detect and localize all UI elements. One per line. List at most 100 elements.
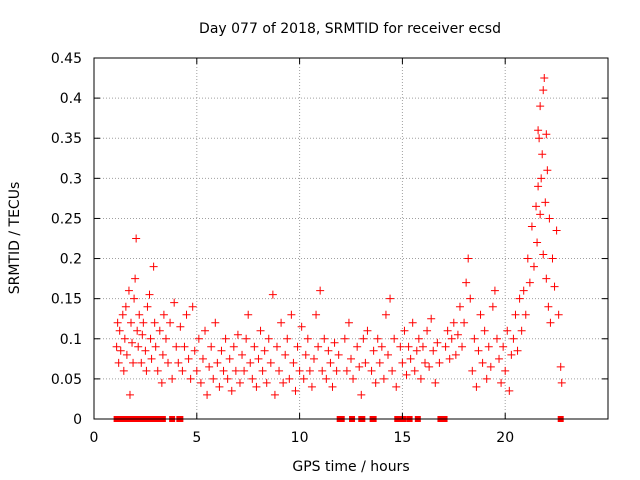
data-point	[114, 358, 123, 367]
data-point	[554, 310, 563, 319]
data-point	[248, 374, 257, 383]
data-point	[513, 346, 522, 355]
data-point	[543, 166, 552, 175]
data-point	[537, 174, 546, 183]
data-point	[464, 254, 473, 263]
y-tick-label: 0	[73, 412, 82, 428]
data-point	[122, 350, 131, 359]
data-point	[176, 322, 185, 331]
data-point	[303, 334, 312, 343]
y-tick-label: 0.45	[51, 51, 82, 67]
data-point	[381, 310, 390, 319]
data-point	[186, 374, 195, 383]
data-point	[190, 346, 199, 355]
data-point	[240, 366, 249, 375]
data-point	[314, 342, 323, 351]
data-point	[402, 370, 411, 379]
data-point	[155, 326, 164, 335]
data-point	[221, 334, 230, 343]
data-point	[536, 102, 545, 111]
data-point	[262, 378, 271, 387]
data-point	[447, 334, 456, 343]
data-point	[119, 366, 128, 375]
data-point	[198, 354, 207, 363]
data-point	[180, 342, 189, 351]
data-point	[532, 202, 541, 211]
data-point	[347, 354, 355, 363]
data-point	[546, 318, 555, 327]
data-point	[227, 386, 236, 395]
data-point	[138, 330, 147, 339]
data-point	[340, 334, 349, 343]
data-point	[408, 318, 417, 327]
data-point	[556, 362, 565, 371]
data-point	[287, 310, 296, 319]
data-point	[168, 374, 177, 383]
data-point	[145, 290, 154, 299]
data-point	[326, 358, 335, 367]
data-point	[324, 346, 333, 355]
data-point	[519, 286, 528, 295]
data-point	[499, 342, 508, 351]
data-point	[142, 366, 151, 375]
x-axis-label: GPS time / hours	[292, 459, 409, 475]
data-point	[521, 310, 530, 319]
y-tick-label: 0.05	[51, 372, 82, 388]
data-point	[233, 330, 242, 339]
data-point	[544, 302, 553, 311]
data-point	[357, 390, 366, 399]
data-point	[406, 354, 415, 363]
y-tick-label: 0.2	[60, 252, 82, 268]
data-point	[412, 346, 421, 355]
data-point	[460, 318, 469, 327]
x-tick-label: 5	[192, 430, 201, 446]
data-point	[534, 126, 543, 135]
data-point	[174, 358, 183, 367]
data-point	[238, 350, 247, 359]
data-point	[541, 198, 550, 207]
data-point	[211, 318, 220, 327]
data-point	[318, 366, 327, 375]
data-point	[423, 326, 432, 335]
y-tick-label: 0.4	[60, 91, 82, 107]
data-point	[462, 278, 471, 287]
data-point	[433, 338, 442, 347]
data-point	[207, 342, 216, 351]
grid-lines	[94, 58, 608, 419]
data-point	[205, 362, 214, 371]
x-tick-label: 0	[90, 430, 99, 446]
data-point	[124, 286, 133, 295]
data-point	[435, 358, 444, 367]
data-point	[398, 358, 407, 367]
data-point	[490, 286, 499, 295]
data-point	[371, 378, 380, 387]
data-point	[542, 130, 551, 139]
data-point	[497, 378, 506, 387]
data-point	[283, 334, 292, 343]
data-point	[250, 342, 259, 351]
data-point	[139, 318, 148, 327]
data-point	[182, 310, 191, 319]
data-point	[418, 342, 427, 351]
x-tick-label: 10	[291, 430, 309, 446]
data-point	[545, 214, 554, 223]
data-point	[258, 366, 267, 375]
data-point	[369, 346, 378, 355]
data-point	[468, 366, 477, 375]
data-point	[268, 290, 277, 299]
data-point	[449, 318, 458, 327]
data-point	[147, 354, 156, 363]
data-point	[129, 358, 138, 367]
data-point	[361, 358, 370, 367]
data-point	[164, 358, 173, 367]
data-point	[344, 318, 353, 327]
data-point	[128, 338, 137, 347]
data-point	[113, 318, 122, 327]
data-point	[392, 382, 401, 391]
data-point	[503, 326, 512, 335]
data-point	[482, 374, 491, 383]
data-point	[153, 366, 162, 375]
y-tick-label: 0.25	[51, 211, 82, 227]
data-point	[367, 366, 376, 375]
